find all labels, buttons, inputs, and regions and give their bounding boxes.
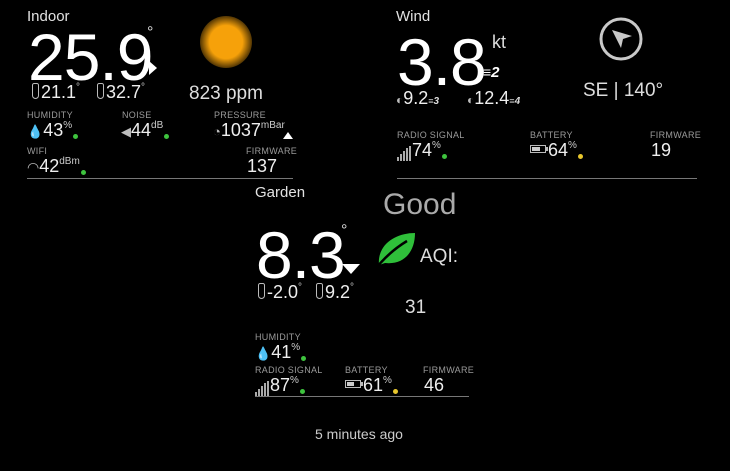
wind-lines-icon: ≡ (483, 64, 492, 80)
garden-battery-label: BATTERY (345, 365, 388, 375)
wind-speed: 3.8 (397, 25, 487, 99)
thermometer-icon (316, 283, 323, 299)
garden-humidity: 💧41% (255, 342, 307, 363)
garden-air-quality: Good (383, 188, 457, 221)
thermometer-icon (97, 83, 104, 99)
wind-firmware-label: FIRMWARE (650, 130, 702, 140)
indoor-humidity-label: HUMIDITY (27, 110, 73, 120)
battery-icon (530, 145, 548, 153)
garden-firmware: 46 (424, 375, 445, 395)
status-dot (80, 170, 86, 175)
trend-down-icon (342, 264, 360, 274)
indoor-noise: ◀44dB (121, 120, 170, 141)
indoor-pressure-label: PRESSURE (214, 110, 266, 120)
wind-gust: ◐9.2≡3 (396, 88, 440, 108)
sun-icon (200, 16, 252, 68)
wind-lines-icon: ≡ (428, 96, 434, 106)
status-dot (299, 389, 305, 394)
indoor-temp-degree: ° (147, 24, 154, 41)
indoor-firmware: 137 (247, 156, 278, 176)
garden-temperature: 8.3 (256, 218, 346, 292)
indoor-humidity: 💧43% (27, 120, 79, 141)
indoor-temperature: 25.9 (28, 20, 153, 94)
wind-firmware: 19 (651, 140, 672, 160)
wind-direction: SE | 140° (583, 80, 664, 101)
compass-icon (599, 17, 643, 61)
wind-battery-label: BATTERY (530, 130, 573, 140)
indoor-min-temp: 21.1° (32, 82, 80, 103)
indoor-wifi: ◠42dBm (27, 156, 86, 177)
garden-firmware-label: FIRMWARE (423, 365, 475, 375)
signal-bars-icon (397, 143, 412, 161)
trend-up-icon (149, 61, 157, 75)
status-dot (441, 154, 447, 159)
status-dot (392, 389, 398, 394)
wind-unit: kt (492, 32, 507, 52)
gauge-icon: ◔ (213, 124, 221, 140)
garden-radio-label: RADIO SIGNAL (255, 365, 323, 375)
garden-max-temp: 9.2° (316, 282, 354, 303)
garden-title: Garden (255, 184, 306, 201)
wind-lines-icon: ≡ (509, 96, 515, 106)
indoor-title: Indoor (27, 8, 70, 25)
humidity-icon: 💧 (255, 345, 272, 361)
indoor-max-temp: 32.7° (97, 82, 145, 103)
indoor-pressure: ◔1037mBar (213, 120, 285, 140)
indoor-divider (27, 178, 293, 179)
last-updated: 5 minutes ago (315, 426, 403, 442)
wifi-icon: ◠ (27, 159, 40, 176)
status-dot (73, 134, 79, 139)
wind-radio: 74% (397, 140, 447, 161)
battery-fill (532, 147, 540, 151)
indoor-co2: 823 ppm (189, 83, 263, 104)
max-wind-icon: ◐ (467, 92, 475, 107)
humidity-icon: 💧 (27, 123, 44, 139)
wind-beaufort: ≡2 (483, 64, 500, 81)
garden-aqi-value: 31 (405, 297, 427, 318)
leaf-icon (376, 233, 415, 268)
status-dot (164, 134, 170, 139)
wind-max: ◐12.4≡4 (467, 88, 521, 108)
battery-fill (347, 382, 355, 386)
indoor-noise-label: NOISE (122, 110, 152, 120)
wind-divider (397, 178, 697, 179)
pressure-trend-up-icon (283, 132, 293, 139)
battery-icon (345, 380, 363, 388)
garden-battery: 61% (345, 375, 398, 396)
gust-icon: ◐ (396, 92, 404, 107)
garden-humidity-label: HUMIDITY (255, 332, 301, 342)
status-dot (301, 356, 307, 361)
wind-radio-label: RADIO SIGNAL (397, 130, 465, 140)
indoor-firmware-label: FIRMWARE (246, 146, 298, 156)
thermometer-icon (258, 283, 265, 299)
wind-battery: 64% (530, 140, 583, 161)
status-dot (577, 154, 583, 159)
signal-bars-icon (255, 378, 270, 396)
garden-temp-degree: ° (341, 222, 348, 239)
garden-divider (255, 396, 469, 397)
garden-aqi-label: AQI: (420, 246, 459, 267)
garden-min-temp: -2.0° (258, 282, 302, 303)
speaker-icon: ◀ (121, 123, 131, 139)
garden-radio: 87% (255, 375, 305, 396)
indoor-wifi-label: WIFI (27, 146, 48, 156)
wind-title: Wind (396, 8, 431, 25)
thermometer-icon (32, 83, 39, 99)
